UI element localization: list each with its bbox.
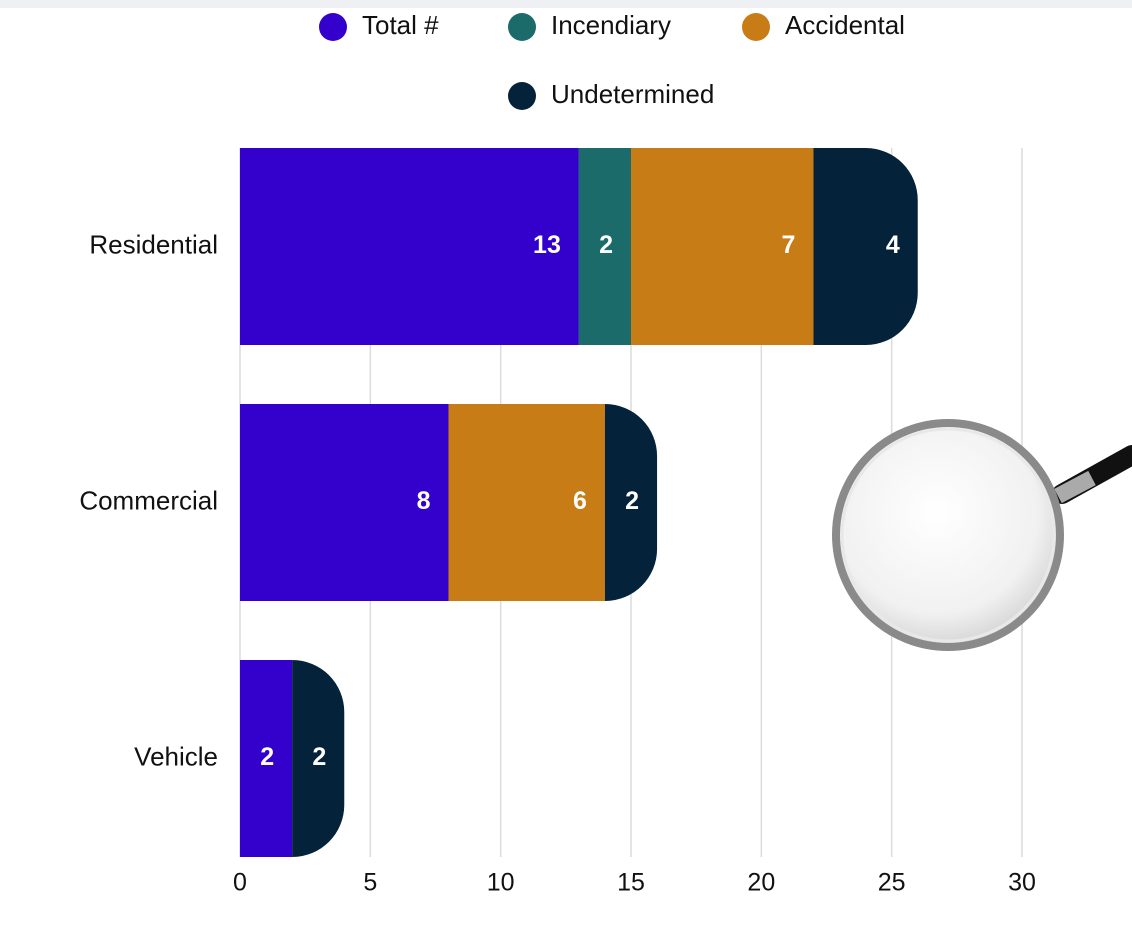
data-label: 6 [573,487,587,515]
x-tick-label: 0 [233,869,247,897]
legend-label: Incendiary [551,10,671,40]
data-label: 2 [625,487,639,515]
data-label: 8 [417,487,431,515]
data-label: 2 [599,231,613,259]
data-label: 4 [886,231,900,259]
legend-label: Total # [362,10,439,40]
bars: Residential 13 2 7 4 Commercial 8 6 2 Vehicle 2 2 [79,148,918,857]
bar-segment [604,404,658,601]
legend-swatch [508,82,536,110]
top-strip [0,0,1132,8]
bar-segment [292,660,345,857]
bar-segment [448,404,605,601]
data-label: 7 [782,231,796,259]
x-tick-label: 30 [1008,869,1036,897]
magnifier-icon [832,419,1132,651]
x-tick-label: 15 [617,869,645,897]
y-tick-label: Residential [89,229,218,259]
legend-label: Undetermined [551,79,714,109]
bar-segment [631,148,814,345]
legend-label: Accidental [785,10,905,40]
y-tick-label: Vehicle [134,741,218,771]
legend-swatch [319,13,347,41]
data-label: 2 [312,743,326,771]
legend-swatch [742,13,770,41]
x-tick-label: 10 [487,869,515,897]
data-label: 2 [260,743,274,771]
legend: Total # Incendiary Accidental Undetermined [319,10,905,110]
bar-segment [240,404,449,601]
bar-segment [578,148,631,345]
bar-segment [240,148,579,345]
bar-segment [240,660,293,857]
data-label: 13 [533,231,561,259]
bar-segment [813,148,918,345]
x-tick-label: 20 [747,869,775,897]
x-tick-label: 25 [878,869,906,897]
x-tick-label: 5 [363,869,377,897]
y-tick-label: Commercial [79,485,218,515]
legend-swatch [508,13,536,41]
